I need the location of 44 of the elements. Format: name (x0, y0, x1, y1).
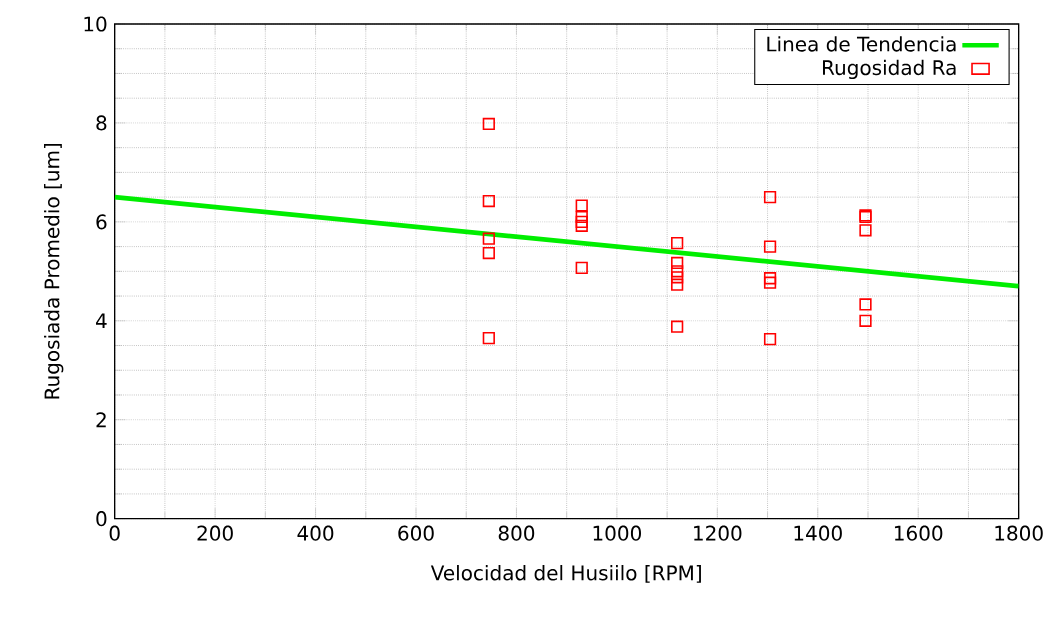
point (859, 298, 872, 311)
point (482, 232, 495, 245)
y-tick-label: 2 (96, 412, 106, 428)
x-tick-label: 1000 (593, 525, 641, 541)
x-tick-label: 1200 (694, 525, 742, 541)
point (671, 237, 684, 250)
point (575, 199, 588, 212)
x-tick-label: 400 (297, 525, 334, 541)
point (482, 117, 495, 131)
point (575, 210, 588, 224)
x-tick-label: 200 (197, 525, 233, 541)
point (482, 195, 495, 208)
y-tick-label: 0 (96, 511, 107, 527)
point (671, 320, 684, 334)
point (671, 271, 684, 284)
x-tick-label: 600 (398, 525, 434, 541)
point (671, 265, 684, 278)
legend-label: Rugosidad Ra (823, 59, 956, 80)
point (763, 191, 777, 204)
y-tick-label: 8 (96, 115, 107, 131)
point (763, 333, 777, 346)
point (671, 256, 684, 270)
point (482, 247, 495, 260)
point (763, 272, 777, 285)
point (763, 276, 777, 290)
point (575, 261, 588, 275)
x-tick-label: 1400 (794, 525, 842, 541)
y-tick-label: 10 (84, 16, 107, 32)
x-tick-label: 800 (498, 525, 535, 541)
point (859, 224, 872, 237)
point (859, 314, 872, 328)
x-axis-title: Velocidad del Husiilo [RPM] (430, 565, 701, 583)
x-tick-label: 1800 (995, 525, 1043, 541)
point (575, 215, 588, 229)
y-axis-title: Rugosiada Promedio [um] (44, 144, 64, 399)
point (671, 278, 684, 291)
y-tick-label: 4 (96, 313, 107, 329)
legend-label: Linea de Tendencia (767, 36, 956, 52)
x-tick-label: 0 (109, 525, 120, 541)
point (575, 219, 588, 233)
point (763, 240, 777, 253)
y-tick-label: 6 (96, 214, 107, 230)
point (482, 332, 495, 345)
x-tick-label: 1600 (894, 525, 943, 541)
